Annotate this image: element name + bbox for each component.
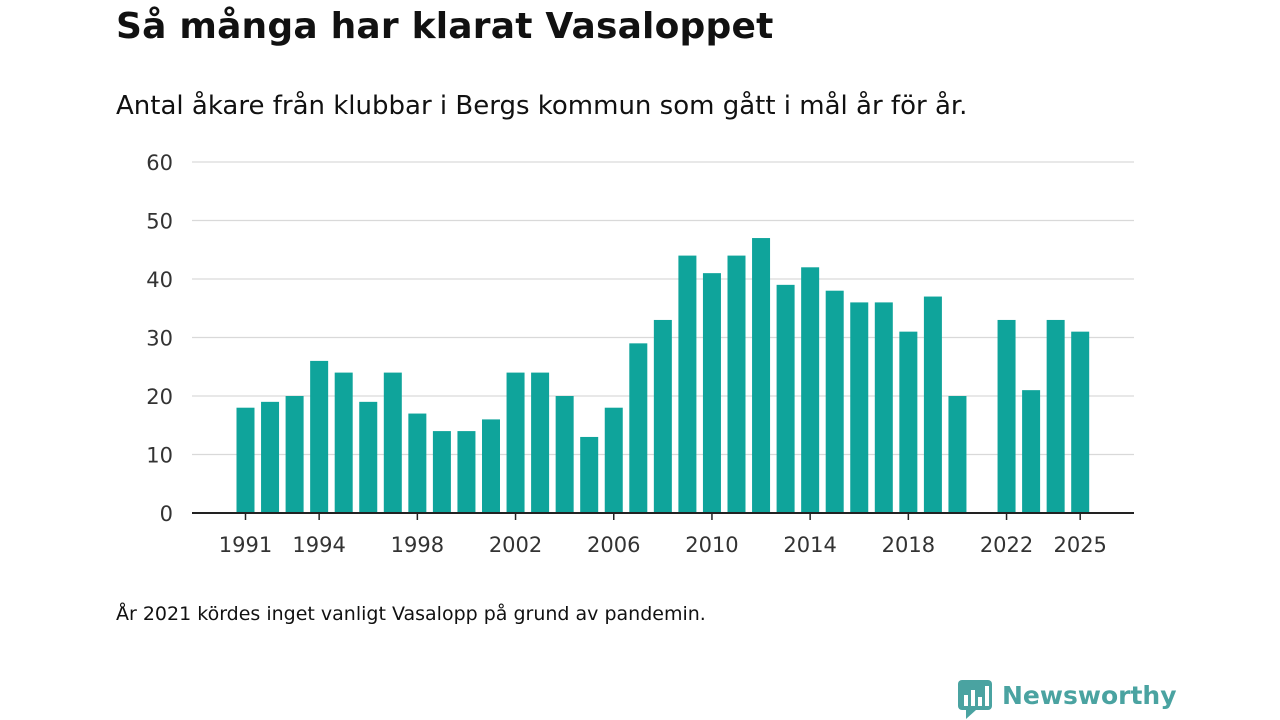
x-tick-label: 1991 xyxy=(219,533,272,557)
x-tick-label: 2025 xyxy=(1053,533,1106,557)
x-tick-label: 2010 xyxy=(685,533,738,557)
bar-2024 xyxy=(1046,319,1065,513)
x-tick-label: 2002 xyxy=(489,533,542,557)
bar-1992 xyxy=(261,401,280,513)
y-tick-label: 40 xyxy=(146,268,173,292)
bar-2000 xyxy=(457,431,476,513)
bar-2003 xyxy=(531,372,550,513)
bar-1994 xyxy=(310,360,329,513)
bar-2013 xyxy=(776,284,795,513)
bar-2020 xyxy=(948,396,967,513)
bar-2011 xyxy=(727,255,746,513)
bar-1995 xyxy=(334,372,353,513)
x-tick-label: 2006 xyxy=(587,533,640,557)
footnote: År 2021 kördes inget vanligt Vasalopp på… xyxy=(116,603,706,625)
bar-2006 xyxy=(604,407,623,513)
bar-2002 xyxy=(506,372,525,513)
bar-2005 xyxy=(580,436,599,513)
y-tick-label: 20 xyxy=(146,385,173,409)
bar-1997 xyxy=(383,372,402,513)
bar-1999 xyxy=(432,431,451,513)
brand-logo[interactable]: Newsworthy xyxy=(958,678,1177,720)
x-tick-label: 1994 xyxy=(292,533,345,557)
x-tick-label: 2022 xyxy=(980,533,1033,557)
y-tick-label: 10 xyxy=(146,444,173,468)
bar-2012 xyxy=(752,238,771,514)
bar-2010 xyxy=(702,273,721,513)
bar-2023 xyxy=(1022,390,1041,513)
bar-1993 xyxy=(285,396,304,513)
bar-2008 xyxy=(653,319,672,513)
x-tick-label: 2018 xyxy=(882,533,935,557)
y-tick-label: 50 xyxy=(146,210,173,234)
bar-1991 xyxy=(236,407,255,513)
x-tick-label: 2014 xyxy=(783,533,836,557)
bar-2017 xyxy=(874,302,893,513)
bar-2019 xyxy=(923,296,942,513)
x-tick-label: 1998 xyxy=(391,533,444,557)
bar-2007 xyxy=(629,343,648,513)
bar-2001 xyxy=(482,419,500,513)
bar-1996 xyxy=(359,401,378,513)
bar-2018 xyxy=(899,331,918,513)
newsworthy-logo-icon xyxy=(958,680,992,719)
bar-2022 xyxy=(997,319,1016,513)
chart-subtitle: Antal åkare från klubbar i Bergs kommun … xyxy=(116,91,968,121)
bar-2009 xyxy=(678,255,697,513)
bar-2004 xyxy=(555,396,574,513)
brand-name: Newsworthy xyxy=(1002,681,1177,710)
bar-1998 xyxy=(408,413,427,513)
bar-2014 xyxy=(801,267,820,513)
bar-chart: 0 10 20 30 40 50 60 1991 1994 1998 2002 2006 2010 201… xyxy=(146,151,1134,557)
y-tick-label: 30 xyxy=(146,327,173,351)
chart-title: Så många har klarat Vasaloppet xyxy=(116,6,774,47)
y-tick-label: 0 xyxy=(160,502,173,526)
bar-2016 xyxy=(850,302,869,513)
bar-2025 xyxy=(1071,331,1090,513)
bar-2015 xyxy=(825,290,844,513)
y-tick-label: 60 xyxy=(146,151,173,175)
